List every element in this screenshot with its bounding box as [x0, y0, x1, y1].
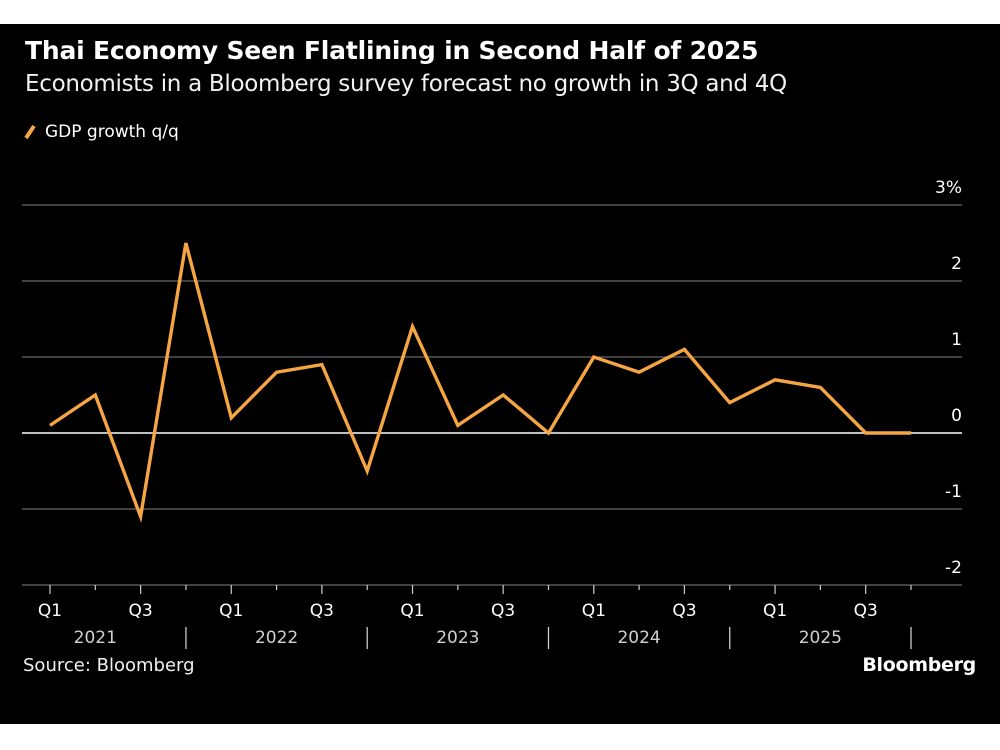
legend-line-icon [24, 124, 36, 140]
x-tick-label: Q1 [400, 601, 424, 621]
year-label: 2025 [799, 628, 842, 648]
y-axis-labels: 3% 2 1 0 -1 -2 [935, 178, 962, 578]
x-tick-label: Q3 [854, 601, 878, 621]
y-tick-label: -1 [945, 482, 962, 502]
gridlines [22, 204, 962, 586]
y-tick-label: 3% [935, 178, 962, 198]
year-label: 2021 [74, 628, 117, 648]
y-tick-label: 1 [951, 330, 962, 350]
x-tick-label: Q1 [763, 601, 787, 621]
chart-canvas [0, 24, 1000, 724]
y-tick-label: 0 [951, 406, 962, 426]
x-tick-label: Q1 [219, 601, 243, 621]
legend: GDP growth q/q [23, 122, 179, 142]
year-label: 2024 [617, 628, 660, 648]
y-tick-label: -2 [945, 558, 962, 578]
x-axis: Q1 Q3 Q1 Q3 Q1 Q3 Q1 Q3 Q1 Q3 2021 2022 2023 2024 2025 [38, 585, 912, 649]
series-line-gdp-growth [49, 242, 911, 524]
x-tick-label: Q1 [582, 601, 606, 621]
x-tick-label: Q1 [38, 601, 62, 621]
series [49, 242, 912, 524]
x-tick-label: Q3 [129, 601, 153, 621]
legend-label: GDP growth q/q [45, 122, 179, 142]
x-tick-label: Q3 [672, 601, 696, 621]
y-tick-label: 2 [951, 254, 962, 274]
bloomberg-logo: Bloomberg [862, 654, 976, 676]
x-tick-label: Q3 [491, 601, 515, 621]
year-label: 2023 [436, 628, 479, 648]
year-label: 2022 [255, 628, 298, 648]
chart-title: Thai Economy Seen Flatlining in Second H… [25, 36, 759, 65]
chart-subtitle: Economists in a Bloomberg survey forecas… [25, 71, 787, 97]
x-tick-label: Q3 [310, 601, 334, 621]
source-note: Source: Bloomberg [23, 655, 195, 676]
